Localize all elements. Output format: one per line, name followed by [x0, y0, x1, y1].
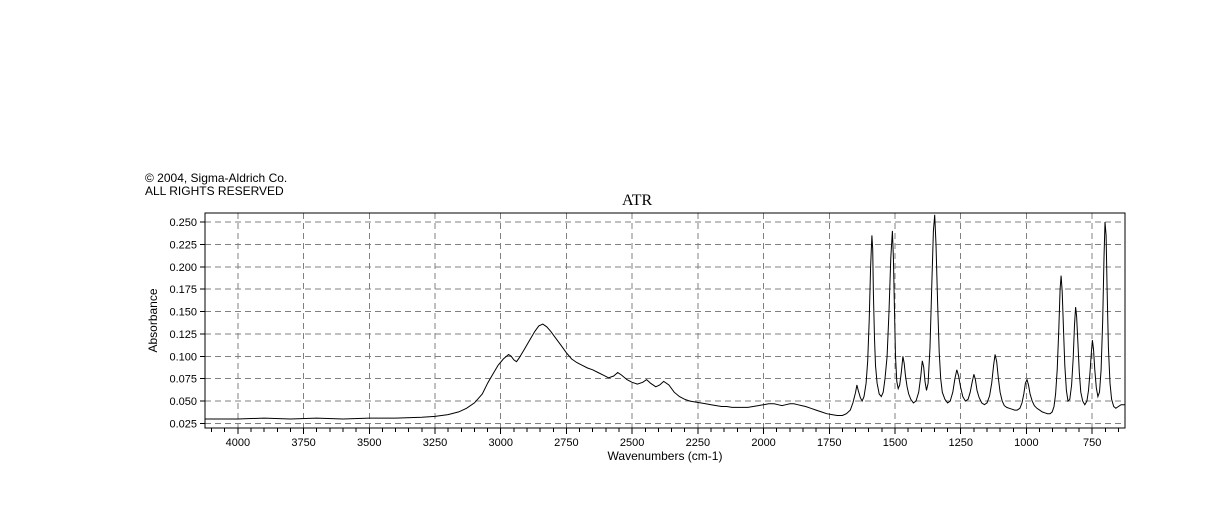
svg-text:0.100: 0.100 — [169, 351, 197, 363]
svg-text:0.200: 0.200 — [169, 262, 197, 274]
svg-text:Wavenumbers (cm-1): Wavenumbers (cm-1) — [608, 449, 723, 463]
svg-text:0.075: 0.075 — [169, 374, 197, 386]
svg-text:1000: 1000 — [1014, 437, 1038, 449]
svg-text:0.050: 0.050 — [169, 396, 197, 408]
svg-text:0.025: 0.025 — [169, 419, 197, 431]
svg-text:Absorbance: Absorbance — [146, 288, 160, 352]
svg-text:2000: 2000 — [751, 437, 775, 449]
svg-text:4000: 4000 — [226, 437, 250, 449]
svg-text:0.125: 0.125 — [169, 329, 197, 341]
svg-text:3500: 3500 — [357, 437, 381, 449]
chart-svg-wrap: 0.025 0.050 0.075 0.100 0.125 0.150 0.175 0.200… — [0, 0, 1218, 528]
svg-text:3750: 3750 — [291, 437, 315, 449]
svg-text:3000: 3000 — [488, 437, 512, 449]
ir-spectrum-figure: { "copyright_line1": "© 2004, Sigma-Aldr… — [0, 0, 1218, 528]
svg-text:2500: 2500 — [620, 437, 644, 449]
svg-text:1250: 1250 — [948, 437, 972, 449]
svg-text:2250: 2250 — [686, 437, 710, 449]
svg-text:1500: 1500 — [883, 437, 907, 449]
svg-text:0.150: 0.150 — [169, 307, 197, 319]
svg-text:0.175: 0.175 — [169, 284, 197, 296]
svg-text:1750: 1750 — [817, 437, 841, 449]
svg-text:2750: 2750 — [554, 437, 578, 449]
svg-text:750: 750 — [1083, 437, 1101, 449]
svg-text:0.225: 0.225 — [169, 239, 197, 251]
chart-svg: 0.025 0.050 0.075 0.100 0.125 0.150 0.175 0.200… — [0, 0, 1218, 528]
svg-text:0.250: 0.250 — [169, 217, 197, 229]
svg-text:3250: 3250 — [423, 437, 447, 449]
